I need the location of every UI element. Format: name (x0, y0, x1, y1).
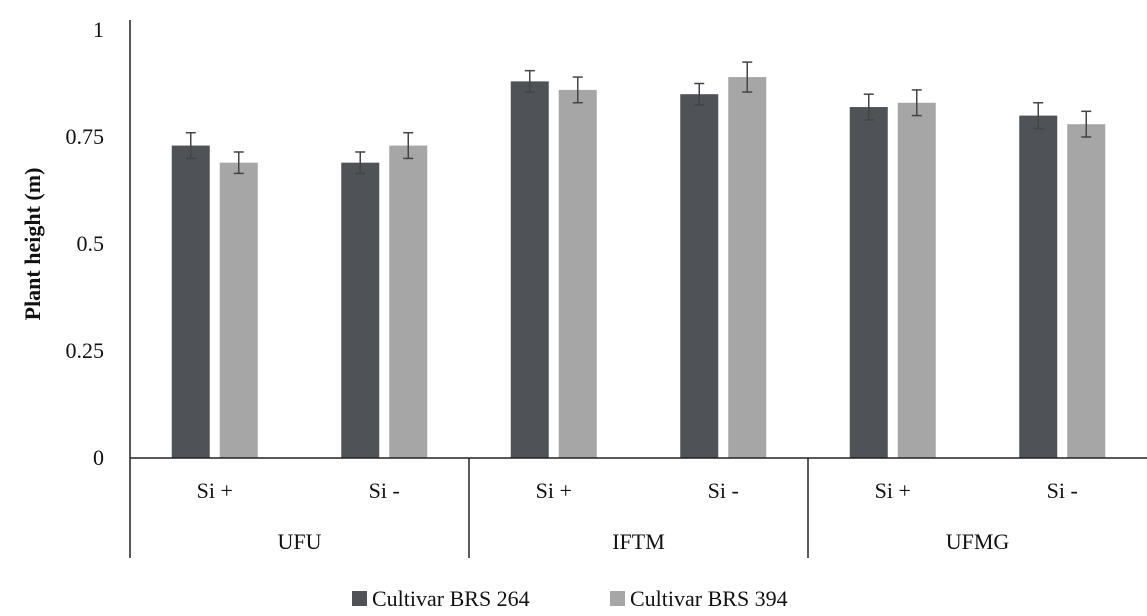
bar (558, 89, 597, 459)
y-axis-ticks: 0 0.25 0.5 0.75 1 (66, 17, 105, 470)
category-labels: Si + Si - Si + Si - Si + Si - UFU IFTM UFMG (197, 478, 1078, 554)
bar (680, 94, 719, 458)
bar (510, 81, 549, 459)
category-label: Si + (197, 478, 233, 503)
legend-swatch (352, 591, 367, 606)
bar (389, 145, 428, 458)
category-label: Si + (875, 478, 911, 503)
axes (129, 20, 1147, 558)
bar (728, 77, 767, 458)
bar (341, 162, 380, 458)
bar (1067, 124, 1106, 458)
bar (171, 145, 210, 458)
group-label: UFU (277, 529, 321, 554)
group-label: IFTM (612, 529, 665, 554)
bar (897, 102, 936, 458)
legend-label: Cultivar BRS 264 (372, 586, 530, 611)
bar (849, 107, 888, 458)
y-tick-label: 0.25 (66, 338, 105, 363)
category-label: Si - (708, 478, 739, 503)
y-tick-label: 1 (93, 17, 104, 42)
category-label: Si + (536, 478, 572, 503)
bars (171, 61, 1106, 459)
category-label: Si - (369, 478, 400, 503)
bar (1019, 115, 1058, 458)
legend-swatch (610, 591, 625, 606)
y-axis-title: Plant height (m) (20, 168, 45, 321)
legend: Cultivar BRS 264 Cultivar BRS 394 (352, 586, 788, 611)
legend-label: Cultivar BRS 394 (630, 586, 788, 611)
y-tick-label: 0.5 (77, 231, 105, 256)
y-tick-label: 0 (93, 445, 104, 470)
category-label: Si - (1047, 478, 1078, 503)
bar (219, 162, 258, 458)
y-tick-label: 0.75 (66, 124, 105, 149)
group-label: UFMG (946, 529, 1010, 554)
